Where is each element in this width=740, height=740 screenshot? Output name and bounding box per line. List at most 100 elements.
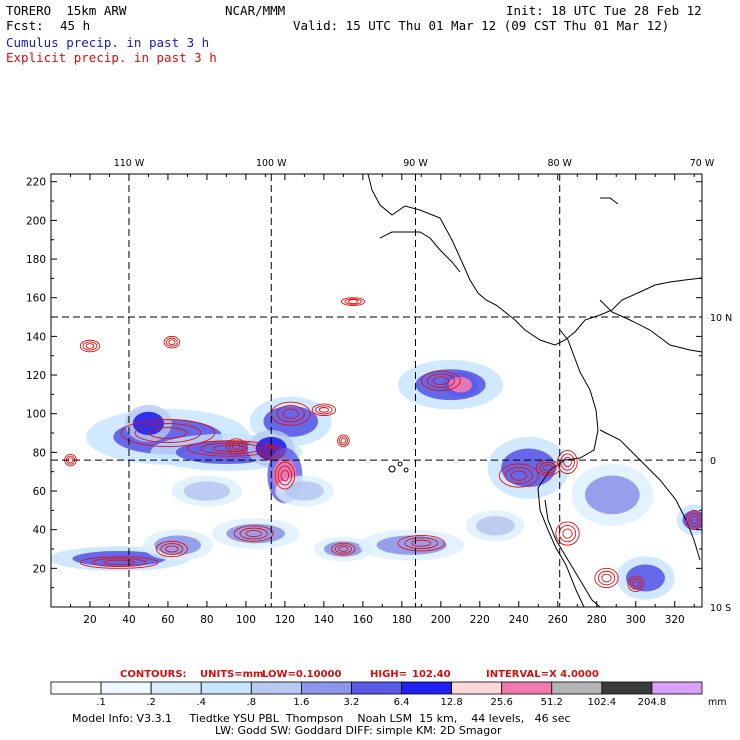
x-tick-label: 280: [587, 614, 607, 626]
valid-time: Valid: 15 UTC Thu 01 Mar 12 (09 CST Thu …: [293, 18, 670, 33]
precip-contour: [276, 405, 305, 423]
y-tick-label: 120: [26, 370, 46, 382]
precip-contour: [338, 546, 349, 552]
colorbar-swatch: [250, 681, 302, 695]
precip-area: [475, 516, 515, 536]
colorbar-label: 51.2: [541, 697, 563, 708]
x-tick-label: 160: [353, 614, 373, 626]
precip-contour: [331, 542, 356, 556]
precip-contour: [318, 407, 330, 413]
y-tick-label: 180: [26, 254, 46, 266]
precip-contour: [103, 559, 136, 566]
y-tick-label: 60: [33, 486, 46, 498]
peru-coast: [544, 499, 601, 607]
x-tick-label: 80: [200, 614, 213, 626]
colorbar-swatch: [150, 681, 202, 695]
x-tick-label: 140: [314, 614, 334, 626]
latitude-label: 10 N: [710, 313, 732, 324]
colorbar-label: .1: [96, 697, 106, 708]
longitude-label: 80 W: [547, 158, 572, 169]
precip-contour: [165, 545, 179, 553]
plot-frame: [50, 173, 703, 608]
colorbar-label: .2: [146, 697, 156, 708]
precip-contour: [245, 530, 262, 538]
precip-area: [154, 535, 202, 555]
colorbar-swatch: [351, 681, 402, 695]
colorbar-label: .4: [196, 697, 206, 708]
central-america-coast: [367, 174, 702, 346]
precip-shading-layer: [51, 359, 702, 600]
precip-contour: [562, 528, 573, 539]
precip-contour: [231, 443, 241, 451]
organization: NCAR/MMM: [225, 3, 286, 18]
precip-contour: [558, 524, 577, 543]
colorbar-swatch: [501, 681, 553, 695]
precip-contour: [270, 401, 311, 426]
x-tick-label: 220: [470, 614, 490, 626]
y-tick-label: 160: [26, 293, 46, 305]
precip-contour: [315, 405, 333, 415]
precip-contour: [426, 373, 455, 389]
contour-note-text: LOW=0.10000: [262, 669, 342, 680]
colorbar-label: 12.8: [440, 697, 462, 708]
precip-area: [501, 448, 556, 488]
andes-border: [599, 429, 701, 561]
precip-area: [132, 411, 165, 435]
colorbar-swatch: [50, 681, 102, 695]
precip-contour: [225, 438, 247, 455]
precip-area: [585, 475, 640, 515]
colorbar-swatch: [200, 681, 252, 695]
model-info-line2: LW: Godd SW: Goddard DIFF: simple KM: 2D…: [215, 724, 502, 737]
precip-contour: [120, 419, 216, 448]
colorbar-label: 1.6: [293, 697, 309, 708]
precip-contour: [239, 527, 268, 540]
precip-contour: [690, 515, 698, 525]
precip-contour: [563, 456, 572, 468]
colorbar-swatch: [551, 681, 603, 695]
precip-contour: [340, 297, 366, 306]
precip-contour: [160, 543, 184, 555]
x-tick-label: 240: [509, 614, 529, 626]
precip-contour: [504, 466, 533, 485]
contour-note-text: INTERVAL=X 4.0000: [486, 669, 599, 680]
longitude-label: 90 W: [403, 158, 428, 169]
precip-contour: [168, 339, 176, 345]
colorbar-label: 6.4: [394, 697, 410, 708]
precip-contour: [91, 558, 147, 568]
precip-contour: [629, 577, 642, 590]
precip-contour: [597, 570, 616, 586]
precip-contour: [347, 299, 359, 305]
explicit-precip-label: Explicit precip. in past 3 h: [6, 50, 217, 65]
precip-contour: [274, 461, 296, 490]
latlon-grid: [51, 174, 702, 607]
precip-contour: [594, 567, 619, 589]
x-tick-label: 100: [236, 614, 256, 626]
colorbar-label: 102.4: [588, 697, 617, 708]
south-america-coast: [599, 299, 702, 353]
precip-contour: [233, 525, 274, 542]
model-info-line1: Model Info: V3.3.1 Tiedtke YSU PBL Thomp…: [72, 712, 571, 725]
colorbar-units: mm: [708, 697, 727, 708]
y-tick-label: 220: [26, 177, 46, 189]
precip-contour: [280, 469, 290, 482]
contour-note-text: 102.40: [412, 669, 451, 680]
precip-contour: [632, 580, 640, 588]
precip-contour: [557, 449, 578, 475]
precip-contour: [560, 453, 575, 471]
precip-contour: [85, 343, 95, 349]
precip-contour: [79, 556, 159, 569]
colombia-coast: [537, 329, 599, 607]
latitude-label: 0: [710, 456, 716, 467]
forecast-hour: 45 h: [60, 18, 91, 33]
y-tick-label: 100: [26, 409, 46, 421]
y-tick-label: 80: [33, 447, 46, 459]
y-tick-label: 140: [26, 331, 46, 343]
precip-contour: [344, 298, 362, 305]
y-tick-label: 40: [33, 525, 46, 537]
precip-contour: [282, 408, 299, 419]
x-tick-label: 180: [392, 614, 412, 626]
precip-area: [183, 481, 231, 501]
precip-contour: [432, 376, 450, 386]
precip-area: [284, 481, 324, 501]
